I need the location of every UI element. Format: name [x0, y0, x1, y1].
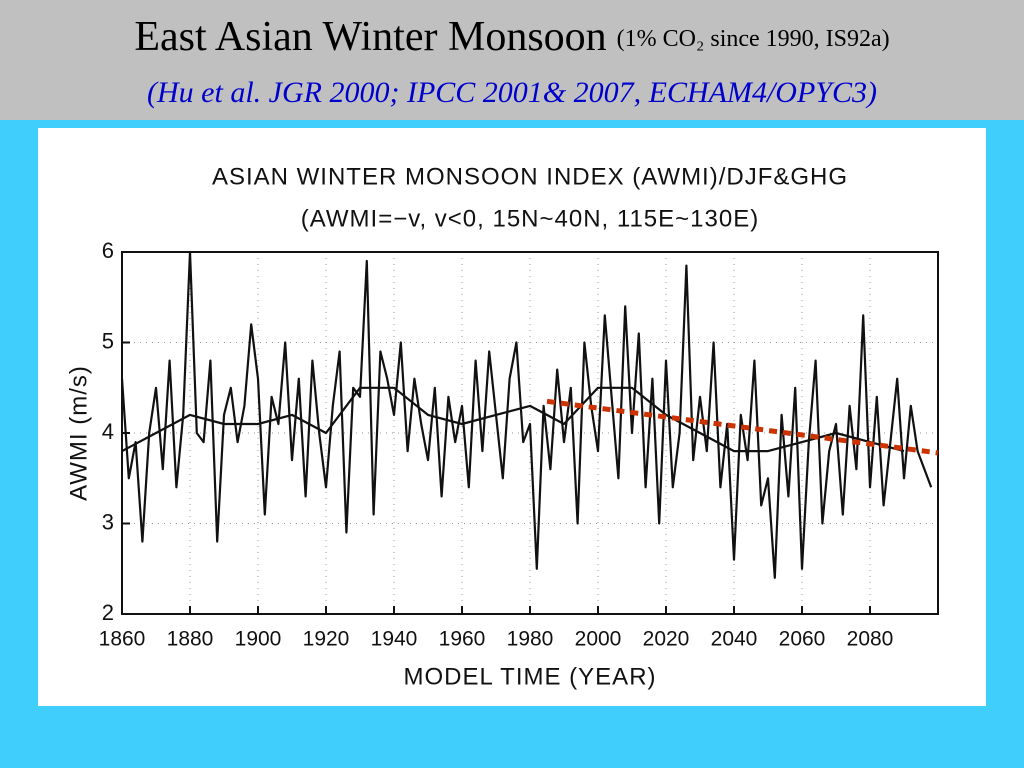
header-band — [0, 0, 1024, 120]
y-tick-label: 5 — [102, 328, 114, 353]
title-main: East Asian Winter Monsoon — [134, 14, 606, 60]
x-tick-label: 1880 — [167, 628, 214, 651]
x-tick-label: 1920 — [303, 628, 350, 651]
title-note: (1% CO₂ since 1990, IS92a) — [617, 26, 890, 52]
x-tick-label: 1940 — [371, 628, 418, 651]
x-tick-label: 1900 — [235, 628, 282, 651]
chart-subtitle: (AWMI=−v, v<0, 15N~40N, 115E~130E) — [301, 205, 759, 232]
x-tick-label: 2040 — [711, 628, 758, 651]
data-line — [121, 386, 905, 453]
data-line — [120, 250, 933, 579]
x-tick-label: 2000 — [575, 628, 622, 651]
y-axis-label: AWMI (m/s) — [65, 365, 92, 501]
x-tick-label: 1960 — [439, 628, 486, 651]
slide-title: East Asian Winter Monsoon (1% CO₂ since 1… — [134, 14, 889, 60]
y-tick-label: 2 — [102, 600, 114, 625]
trend-line — [546, 398, 939, 456]
chart-title: ASIAN WINTER MONSOON INDEX (AWMI)/DJF&GH… — [212, 163, 848, 190]
x-tick-label: 2060 — [779, 628, 826, 651]
x-tick-label: 1980 — [507, 628, 554, 651]
x-tick-label: 1860 — [99, 628, 146, 651]
x-tick-label: 2080 — [847, 628, 894, 651]
slide-subtitle: (Hu et al. JGR 2000; IPCC 2001& 2007, EC… — [147, 76, 877, 109]
y-tick-label: 3 — [102, 509, 114, 534]
y-tick-label: 4 — [102, 419, 114, 444]
x-tick-label: 2020 — [643, 628, 690, 651]
plot-frame — [121, 251, 939, 615]
y-tick-label: 6 — [102, 238, 114, 263]
x-axis-label: MODEL TIME (YEAR) — [403, 663, 656, 690]
